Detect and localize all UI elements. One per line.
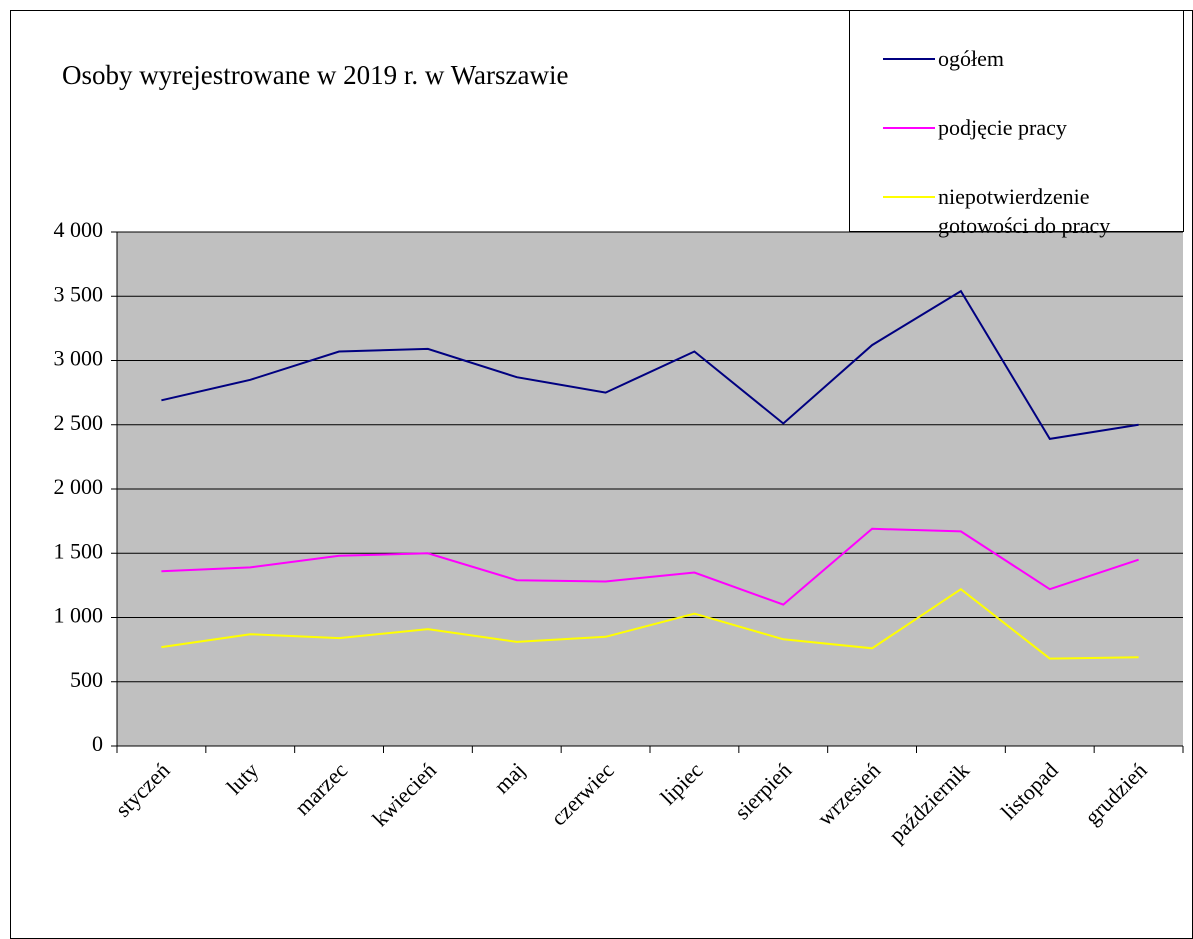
y-tick-label: 2 500: [54, 410, 104, 435]
legend: [849, 10, 1184, 232]
legend-label: podjęcie pracy: [938, 115, 1067, 140]
y-tick-label: 500: [70, 667, 103, 692]
y-tick-label: 3 500: [54, 281, 104, 306]
legend-label-box: niepotwierdzenie gotowości do pracy: [938, 184, 1111, 238]
legend-label: ogółem: [938, 46, 1004, 71]
y-tick-label: 3 000: [54, 346, 104, 371]
y-tick-label: 0: [92, 731, 103, 756]
legend-label-box: podjęcie pracy: [938, 115, 1067, 140]
y-tick-label: 2 000: [54, 474, 104, 499]
legend-label-box: ogółem: [938, 46, 1004, 71]
legend-label: niepotwierdzenie gotowości do pracy: [938, 184, 1111, 238]
series-line: [161, 527, 1139, 606]
series-line: [161, 289, 1139, 440]
y-tick-label: 1 500: [54, 538, 104, 563]
series-line: [161, 587, 1139, 660]
y-tick-label: 4 000: [54, 217, 104, 242]
y-tick-label: 1 000: [54, 603, 104, 628]
chart-title: Osoby wyrejestrowane w 2019 r. w Warszaw…: [62, 60, 568, 90]
